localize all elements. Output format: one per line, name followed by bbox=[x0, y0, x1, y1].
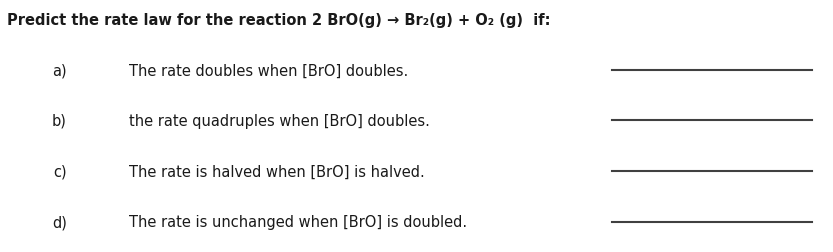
Text: b): b) bbox=[52, 113, 67, 129]
Text: the rate quadruples when [BrO] doubles.: the rate quadruples when [BrO] doubles. bbox=[129, 113, 430, 129]
Text: The rate is halved when [BrO] is halved.: The rate is halved when [BrO] is halved. bbox=[129, 164, 425, 179]
Text: d): d) bbox=[52, 214, 67, 229]
Text: c): c) bbox=[53, 164, 67, 179]
Text: The rate doubles when [BrO] doubles.: The rate doubles when [BrO] doubles. bbox=[129, 63, 408, 78]
Text: The rate is unchanged when [BrO] is doubled.: The rate is unchanged when [BrO] is doub… bbox=[129, 214, 467, 229]
Text: a): a) bbox=[52, 63, 67, 78]
Text: Predict the rate law for the reaction 2 BrO(g) → Br₂(g) + O₂ (g)  if:: Predict the rate law for the reaction 2 … bbox=[7, 13, 550, 27]
